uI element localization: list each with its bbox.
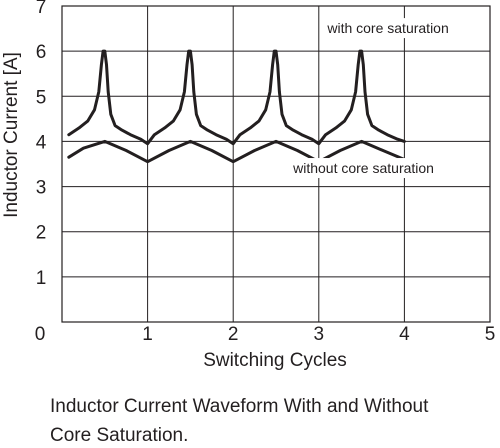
- y-tick-label: 2: [36, 223, 47, 244]
- x-tick-label: 0: [35, 324, 46, 345]
- annotation-background: [323, 18, 474, 39]
- y-tick-label: 5: [36, 87, 47, 108]
- annotation-with-core-saturation: with core saturation: [326, 20, 448, 36]
- series-with-core-saturation-line: [67, 49, 406, 146]
- annotation-background: [289, 158, 461, 179]
- caption-line-1: Inductor Current Waveform With and Witho…: [50, 396, 429, 417]
- caption-line-2: Core Saturation.: [50, 425, 189, 446]
- y-tick-label: 7: [36, 0, 47, 18]
- annotation-without-core-saturation: without core saturation: [292, 160, 434, 176]
- y-axis-label: Inductor Current [A]: [1, 52, 22, 218]
- series-without-core-saturation-line: [67, 139, 406, 164]
- y-tick-label: 1: [36, 268, 47, 289]
- x-tick-label: 3: [314, 324, 325, 345]
- y-tick-label: 3: [36, 178, 47, 199]
- series-lines: [67, 49, 406, 164]
- x-tick-label: 1: [142, 324, 153, 345]
- grid: [62, 6, 490, 322]
- chart: 0 1 2 3 4 5 1 2 3 4 5 6 7 with core saturation withou…: [1, 0, 496, 371]
- x-axis-label: Switching Cycles: [203, 350, 347, 371]
- plot-frame: [61, 5, 491, 323]
- annotations: with core saturation without core saturat…: [289, 18, 474, 179]
- y-tick-label: 6: [36, 42, 47, 63]
- y-tick-label: 4: [36, 132, 47, 153]
- tick-labels: 0 1 2 3 4 5 1 2 3 4 5 6 7: [35, 0, 496, 345]
- x-tick-label: 2: [228, 324, 239, 345]
- x-tick-label: 5: [485, 324, 496, 345]
- x-tick-label: 4: [399, 324, 410, 345]
